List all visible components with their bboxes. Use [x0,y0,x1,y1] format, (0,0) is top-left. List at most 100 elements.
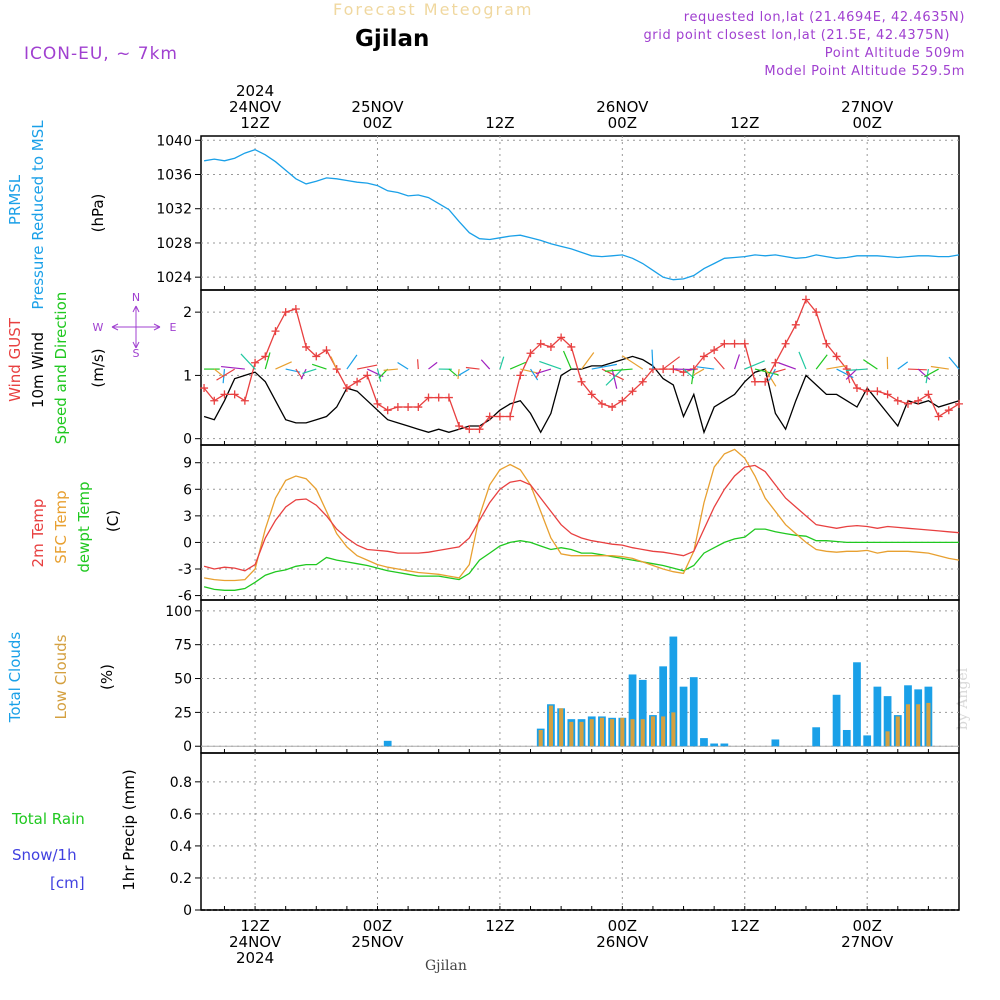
wind-gust-marker [618,396,627,405]
wind-direction-arrow [907,368,927,371]
top-time-label: 25NOV [351,98,404,116]
wind-gust-marker [322,346,331,355]
wind-gust-marker [659,365,668,374]
wind-direction-arrow [930,365,949,370]
low-cloud-bar [538,729,543,747]
wind-gust-marker [832,352,841,361]
clouds-unit: (%) [98,664,116,690]
wind-gust-marker [638,377,647,386]
total-cloud-bar [383,740,392,747]
wind-direction-arrow [465,366,480,370]
low-cloud-bar [569,721,574,747]
wind-direction-arrow [815,354,828,370]
wind-gust-marker [750,377,759,386]
low-cloud-bar [599,717,604,747]
model-altitude: Model Point Altitude 529.5m [764,64,965,79]
wind-gust-marker [597,399,606,408]
compass-south: S [133,347,140,360]
wind-direction-arrow [846,368,851,384]
precip-frame [200,752,960,911]
wind-direction-arrow [302,368,317,375]
wind-direction-arrow [311,363,327,370]
wind-direction-arrow [448,368,458,377]
wind-direction-arrow [264,352,271,370]
wind-gust-marker [852,384,861,393]
wind-direction-arrow [539,360,562,370]
wind-gust-marker [220,390,229,399]
top-time-label: 12Z [730,114,759,132]
wind-direction-arrow [917,368,931,381]
pressure-ytick-label: 1032 [156,202,192,218]
clouds-ytick-label: 0 [183,739,192,755]
wind-gust-marker [302,342,311,351]
wind-direction-arrow [397,361,409,370]
location-title: Gjilan [355,26,430,52]
wind-direction-arrow [924,368,939,378]
wind-gust-marker [628,387,637,396]
wind-gust-marker [251,358,260,367]
wind-gust-marker [577,377,586,386]
clouds-panel: 0 25 50 75 100 Total Clouds Low Clouds (%) [6,599,960,755]
total-cloud-bar [812,727,821,747]
wind-direction-arrow [376,368,382,382]
top-time-label: 2024 [236,82,274,100]
wind-gust-marker [567,342,576,351]
low-cloud-bar [589,719,594,747]
compass-rose [111,305,161,349]
top-time-label: 27NOV [841,98,894,116]
wind-unit: (m/s) [89,348,107,387]
wind-gust-marker [271,327,280,336]
wind-label-10m: 10m Wind [29,332,47,408]
wind-gust-marker [485,412,494,421]
total-cloud-bar [638,679,647,747]
compass-east: E [170,321,177,334]
pressure-frame [200,135,960,291]
total-cloud-bar [720,743,729,747]
wind-gust-marker [863,387,872,396]
footer-location: Gjilan [425,958,467,974]
wind-speed-line [203,355,960,435]
wind-label-direction: Speed and Direction [52,292,70,445]
wind-gust-marker [608,403,617,412]
total-cloud-bar [771,739,780,747]
wind-gust-marker [761,377,770,386]
wind-gust-marker [730,339,739,348]
pressure-panel: 1024 1028 1032 1036 1040 PRMSL Pressure Reduce… [6,120,960,310]
wind-gust-marker [587,390,596,399]
pressure-ytick-label: 1028 [156,236,192,252]
low-cloud-bar [620,717,625,747]
bottom-time-label: 27NOV [841,933,894,951]
wind-direction-arrow [221,365,245,370]
wind-direction-arrow [300,368,307,380]
wind-direction-arrow [713,356,725,370]
temperature-ytick-label: 9 [183,456,192,472]
bottom-time-label: 12Z [485,917,514,935]
wind-direction-arrow [611,368,618,389]
wind-direction-arrow [691,368,695,385]
wind-gust-marker [210,396,219,405]
low-cloud-bar [671,712,676,747]
low-cloud-bar [885,731,890,747]
wind-gust-marker [383,406,392,415]
total-cloud-bar [842,729,851,747]
bottom-time-label: 25NOV [351,933,404,951]
wind-direction-arrow [346,354,358,370]
precip-ytick-label: 0.2 [170,871,192,887]
wind-direction-arrow [845,368,858,380]
low-cloud-bar [916,704,921,747]
wind-gust-marker [475,425,484,434]
wind-direction-arrow [240,353,256,370]
wind-gust-marker [495,412,504,421]
wind-gust-marker [934,412,943,421]
wind-gust-marker [281,308,290,317]
precip-label-snow-unit: [cm] [50,874,85,892]
wind-direction-arrow [863,359,878,370]
temp-label-2m: 2m Temp [29,499,47,568]
low-cloud-bar [650,716,655,747]
clouds-ytick-label: 75 [174,638,192,654]
wind-gust-marker [465,425,474,434]
wind-direction-arrow [417,359,419,370]
precip-ytick-label: 0.4 [170,839,192,855]
wind-direction-arrow [651,349,654,370]
wind-direction-arrow [768,368,776,381]
